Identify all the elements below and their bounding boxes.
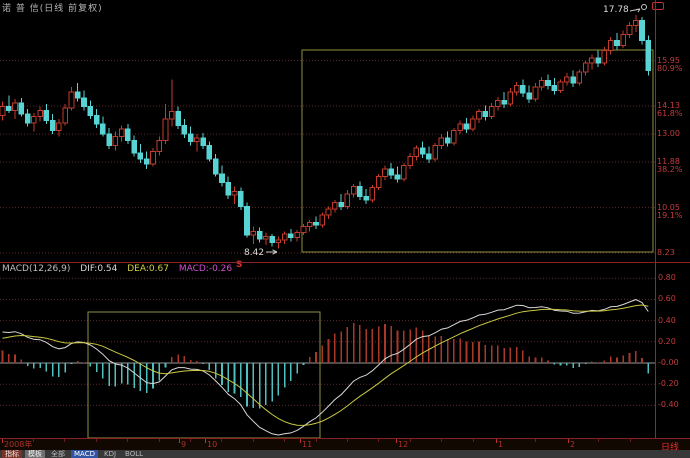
month-tick [2,439,3,443]
macd-axis-label: 0.80 [658,273,676,283]
week-tick [441,439,442,442]
date-tick-label: 2 [570,440,576,449]
macd-parameter-row: MACD(12,26,9) DIF:0.54 DEA:0.67 MACD:-0.… [2,264,239,274]
macd-chart[interactable] [0,270,655,438]
macd-params-label: MACD(12,26,9) [2,264,71,274]
week-tick [316,439,317,442]
macd-axis-label: -0.40 [658,400,679,410]
week-tick [284,439,285,442]
period-label[interactable]: 日线 [661,443,680,453]
month-tick [179,439,180,443]
low-price-annotation: 8.42 [244,248,265,258]
price-axis-label: 10.05 19.1% [657,202,683,220]
pane-separator [0,262,690,263]
week-tick [630,439,631,442]
week-tick [127,439,128,442]
sell-signal-marker: S [236,260,243,270]
date-tick-label: 9 [181,440,187,449]
week-tick [33,439,34,442]
week-tick [190,439,191,442]
status-tab-指标[interactable]: 指标 [2,450,22,458]
high-price-annotation: 17.78 [603,5,629,15]
month-tick [396,439,397,443]
status-tab-MACD[interactable]: MACD [71,450,98,458]
corner-marker-icon[interactable] [652,2,664,10]
macd-axis-label: 0.20 [658,336,676,346]
macd-axis-label: 0.40 [658,315,676,325]
highlight-box [301,49,654,253]
price-axis-label: 13.00 [657,129,680,139]
week-tick [347,439,348,442]
highlight-box [87,311,321,438]
month-tick [568,439,569,443]
price-axis-label: 15.95 80.9% [657,55,683,73]
week-tick [221,439,222,442]
dea-line [2,304,649,426]
macd-histogram [1,323,650,409]
week-tick [159,439,160,442]
week-tick [598,439,599,442]
dif-value-label: DIF:0.54 [80,264,118,274]
candlesticks [0,15,652,249]
date-axis-top-line [0,438,690,439]
week-tick [96,439,97,442]
stock-title: 诺 普 信(日线 前复权) [2,4,103,14]
month-tick [496,439,497,443]
week-tick [64,439,65,442]
date-tick-label: 2008年 [4,440,33,449]
macd-value-label: MACD:-0.26 [178,264,233,274]
status-tab-BOLL[interactable]: BOLL [125,450,144,458]
macd-axis: 0.80 0.60 0.40 0.20 -0.00 -0.20 -0.40 [656,270,690,438]
date-tick-label: 11 [302,440,313,449]
dif-line [2,299,649,436]
date-tick-label: 12 [398,440,409,449]
annotation-arrows [266,4,647,255]
week-tick [410,439,411,442]
week-tick [253,439,254,442]
status-tab-全部[interactable]: 全部 [51,450,65,458]
week-tick [378,439,379,442]
macd-axis-label: -0.00 [658,358,679,367]
status-tab-模板[interactable]: 模板 [25,450,45,458]
month-tick [205,439,206,443]
price-axis: 15.95 80.9% 14.13 61.8% 13.00 11.88 38.2% 10.05… [656,0,690,262]
date-tick-label: 1 [498,440,504,449]
date-tick-label: 10 [207,440,218,449]
week-tick [535,439,536,442]
price-axis-label: 8.23 [657,248,675,257]
kline-chart[interactable] [0,0,655,262]
price-axis-label: 14.13 61.8% [657,100,683,118]
month-tick [300,439,301,443]
week-tick [473,439,474,442]
dea-value-label: DEA:0.67 [127,264,169,274]
macd-axis-label: -0.20 [658,379,679,389]
price-axis-label: 11.88 38.2% [657,157,683,175]
macd-axis-label: 0.60 [658,294,676,304]
date-axis: 2008年 9 10 11 12 1 2 [0,439,690,450]
status-bar: 指标 模板 全部 MACD KDJ BOLL [0,450,690,458]
status-tab-KDJ[interactable]: KDJ [103,450,117,458]
axis-border-line [655,0,656,450]
